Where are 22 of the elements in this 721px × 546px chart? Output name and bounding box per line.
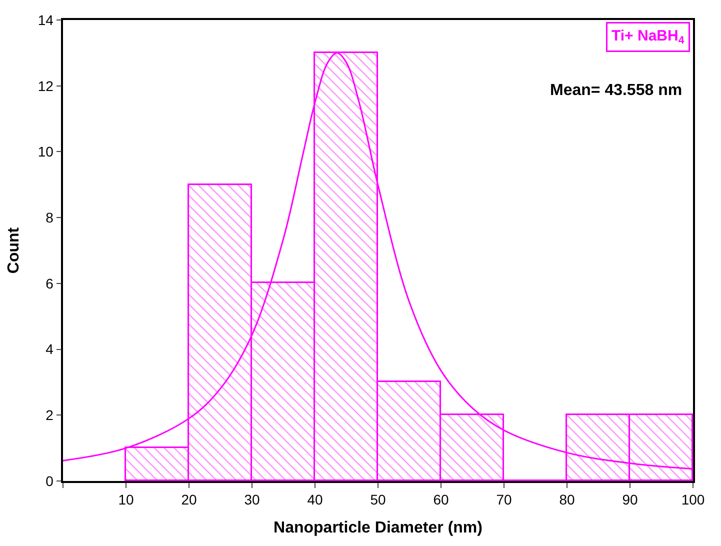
x-tick-label: 80	[559, 492, 575, 508]
annotation: Ti+ NaBH$_{4}$	[612, 28, 684, 47]
x-tick-label: 70	[496, 492, 512, 508]
y-tick-label: 0	[46, 472, 54, 489]
x-tick-label: 60	[433, 492, 449, 508]
x-tick-label: 30	[244, 492, 260, 508]
y-axis-title: Count	[5, 226, 22, 274]
x-tick-label: 90	[622, 492, 638, 508]
x-tick-label: 20	[181, 492, 197, 508]
annotation: Mean= 43.558 nm	[550, 82, 682, 99]
x-tick-label: 40	[307, 492, 323, 508]
y-tick-label: 10	[38, 144, 54, 160]
y-tick-label: 14	[38, 12, 54, 28]
y-tick-label: 2	[46, 407, 54, 424]
y-tick-label: 4	[46, 341, 54, 358]
x-tick-label: 50	[370, 492, 386, 508]
x-tick-label: 10	[118, 492, 134, 508]
x-axis-title: Nanoparticle Diameter (nm)	[274, 520, 482, 537]
y-tick-label: 8	[46, 209, 54, 226]
x-tick-label: 100	[681, 492, 705, 508]
y-tick-label: 12	[38, 78, 54, 94]
y-tick-label: 6	[46, 275, 54, 292]
